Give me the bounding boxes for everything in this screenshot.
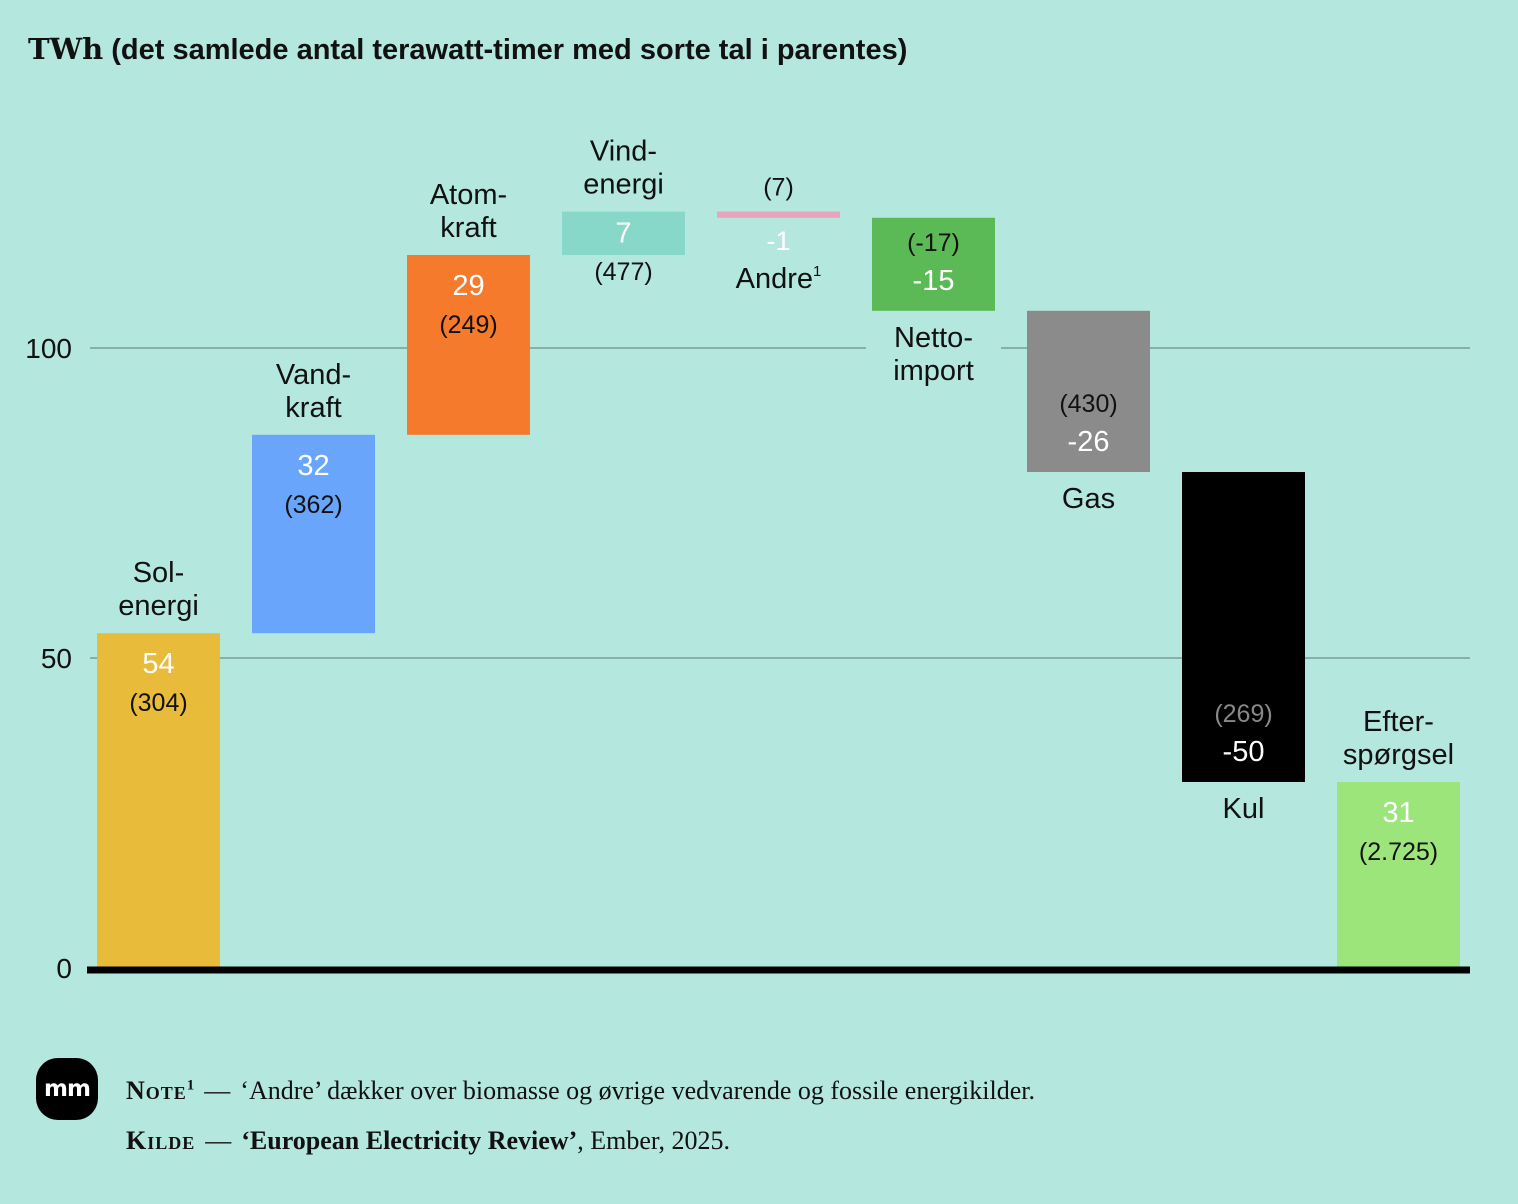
bar [1182,472,1305,782]
bar [717,211,840,218]
category-label: spørgsel [1343,739,1454,771]
change-label: 32 [297,450,329,482]
change-label: 7 [615,218,631,250]
change-label: -15 [913,265,955,297]
category-label: Vand- [276,359,351,391]
category-label: Efter- [1363,706,1434,738]
bar [1337,782,1460,968]
y-tick-label: 100 [25,333,72,364]
bar [407,255,530,435]
total-label: (2.725) [1359,838,1438,866]
category-label: Gas [1062,483,1115,515]
source-line: Kilde — ‘European Electricity Review’, Emb… [126,1126,730,1156]
label-knockout [866,342,1001,354]
change-label: 31 [1382,797,1414,829]
y-tick-label: 0 [56,953,72,984]
bar [252,434,375,634]
category-label: Netto- [894,322,973,354]
bar [97,633,220,968]
category-label: Kul [1223,793,1265,825]
source-key: Kilde [126,1126,196,1155]
y-tick-label: 50 [41,643,72,674]
total-label: (249) [439,311,497,339]
category-label: kraft [285,392,341,424]
note-line: Note1 — ‘Andre’ dækker over biomasse og øv… [126,1076,1035,1106]
title-text: (det samlede antal terawatt-timer med so… [111,34,908,66]
source-rest: , Ember, 2025. [577,1126,731,1155]
brand-logo: mm [36,1058,98,1120]
bar [1027,310,1150,472]
total-label: (304) [129,689,187,717]
category-label: Andre1 [736,263,822,295]
category-label: Atom- [430,179,507,211]
total-label: (477) [594,258,652,286]
category-label: Vind- [590,136,657,168]
chart-title: TWh (det samlede antal terawatt-timer med… [28,32,907,67]
bars [97,211,1460,968]
title-unit: TWh [28,32,104,66]
source-dash: — [205,1126,232,1155]
note-sup: 1 [186,1077,195,1094]
category-label: import [893,355,974,387]
total-label: (7) [763,174,794,202]
change-label: 54 [142,648,174,680]
total-label: (430) [1059,390,1117,418]
note-dash: — [204,1076,231,1105]
change-label: -50 [1223,736,1265,768]
source-title: ‘European Electricity Review’ [241,1126,578,1155]
category-label: energi [583,169,664,201]
bar-labels: 54 (304) Sol-energi 32 (362) Vand-kraft 29 (249… [87,136,1470,974]
bar [872,217,995,311]
change-label: -26 [1068,426,1110,458]
bar [562,211,685,255]
category-label: Sol- [133,557,185,589]
category-label: kraft [440,212,496,244]
change-label: -1 [766,226,790,256]
note-key: Note [126,1076,187,1105]
category-label: energi [118,590,199,622]
total-label: (269) [1214,700,1272,728]
category-sup: 1 [813,263,821,280]
note-text: ‘Andre’ dækker over biomasse og øvrige v… [240,1076,1035,1105]
total-label: (-17) [907,229,960,257]
change-label: 29 [452,270,484,302]
waterfall-chart: 0 50 100 54 (304) Sol-energi 32 (362) Vand-kraf… [25,136,1470,984]
total-label: (362) [284,491,342,519]
